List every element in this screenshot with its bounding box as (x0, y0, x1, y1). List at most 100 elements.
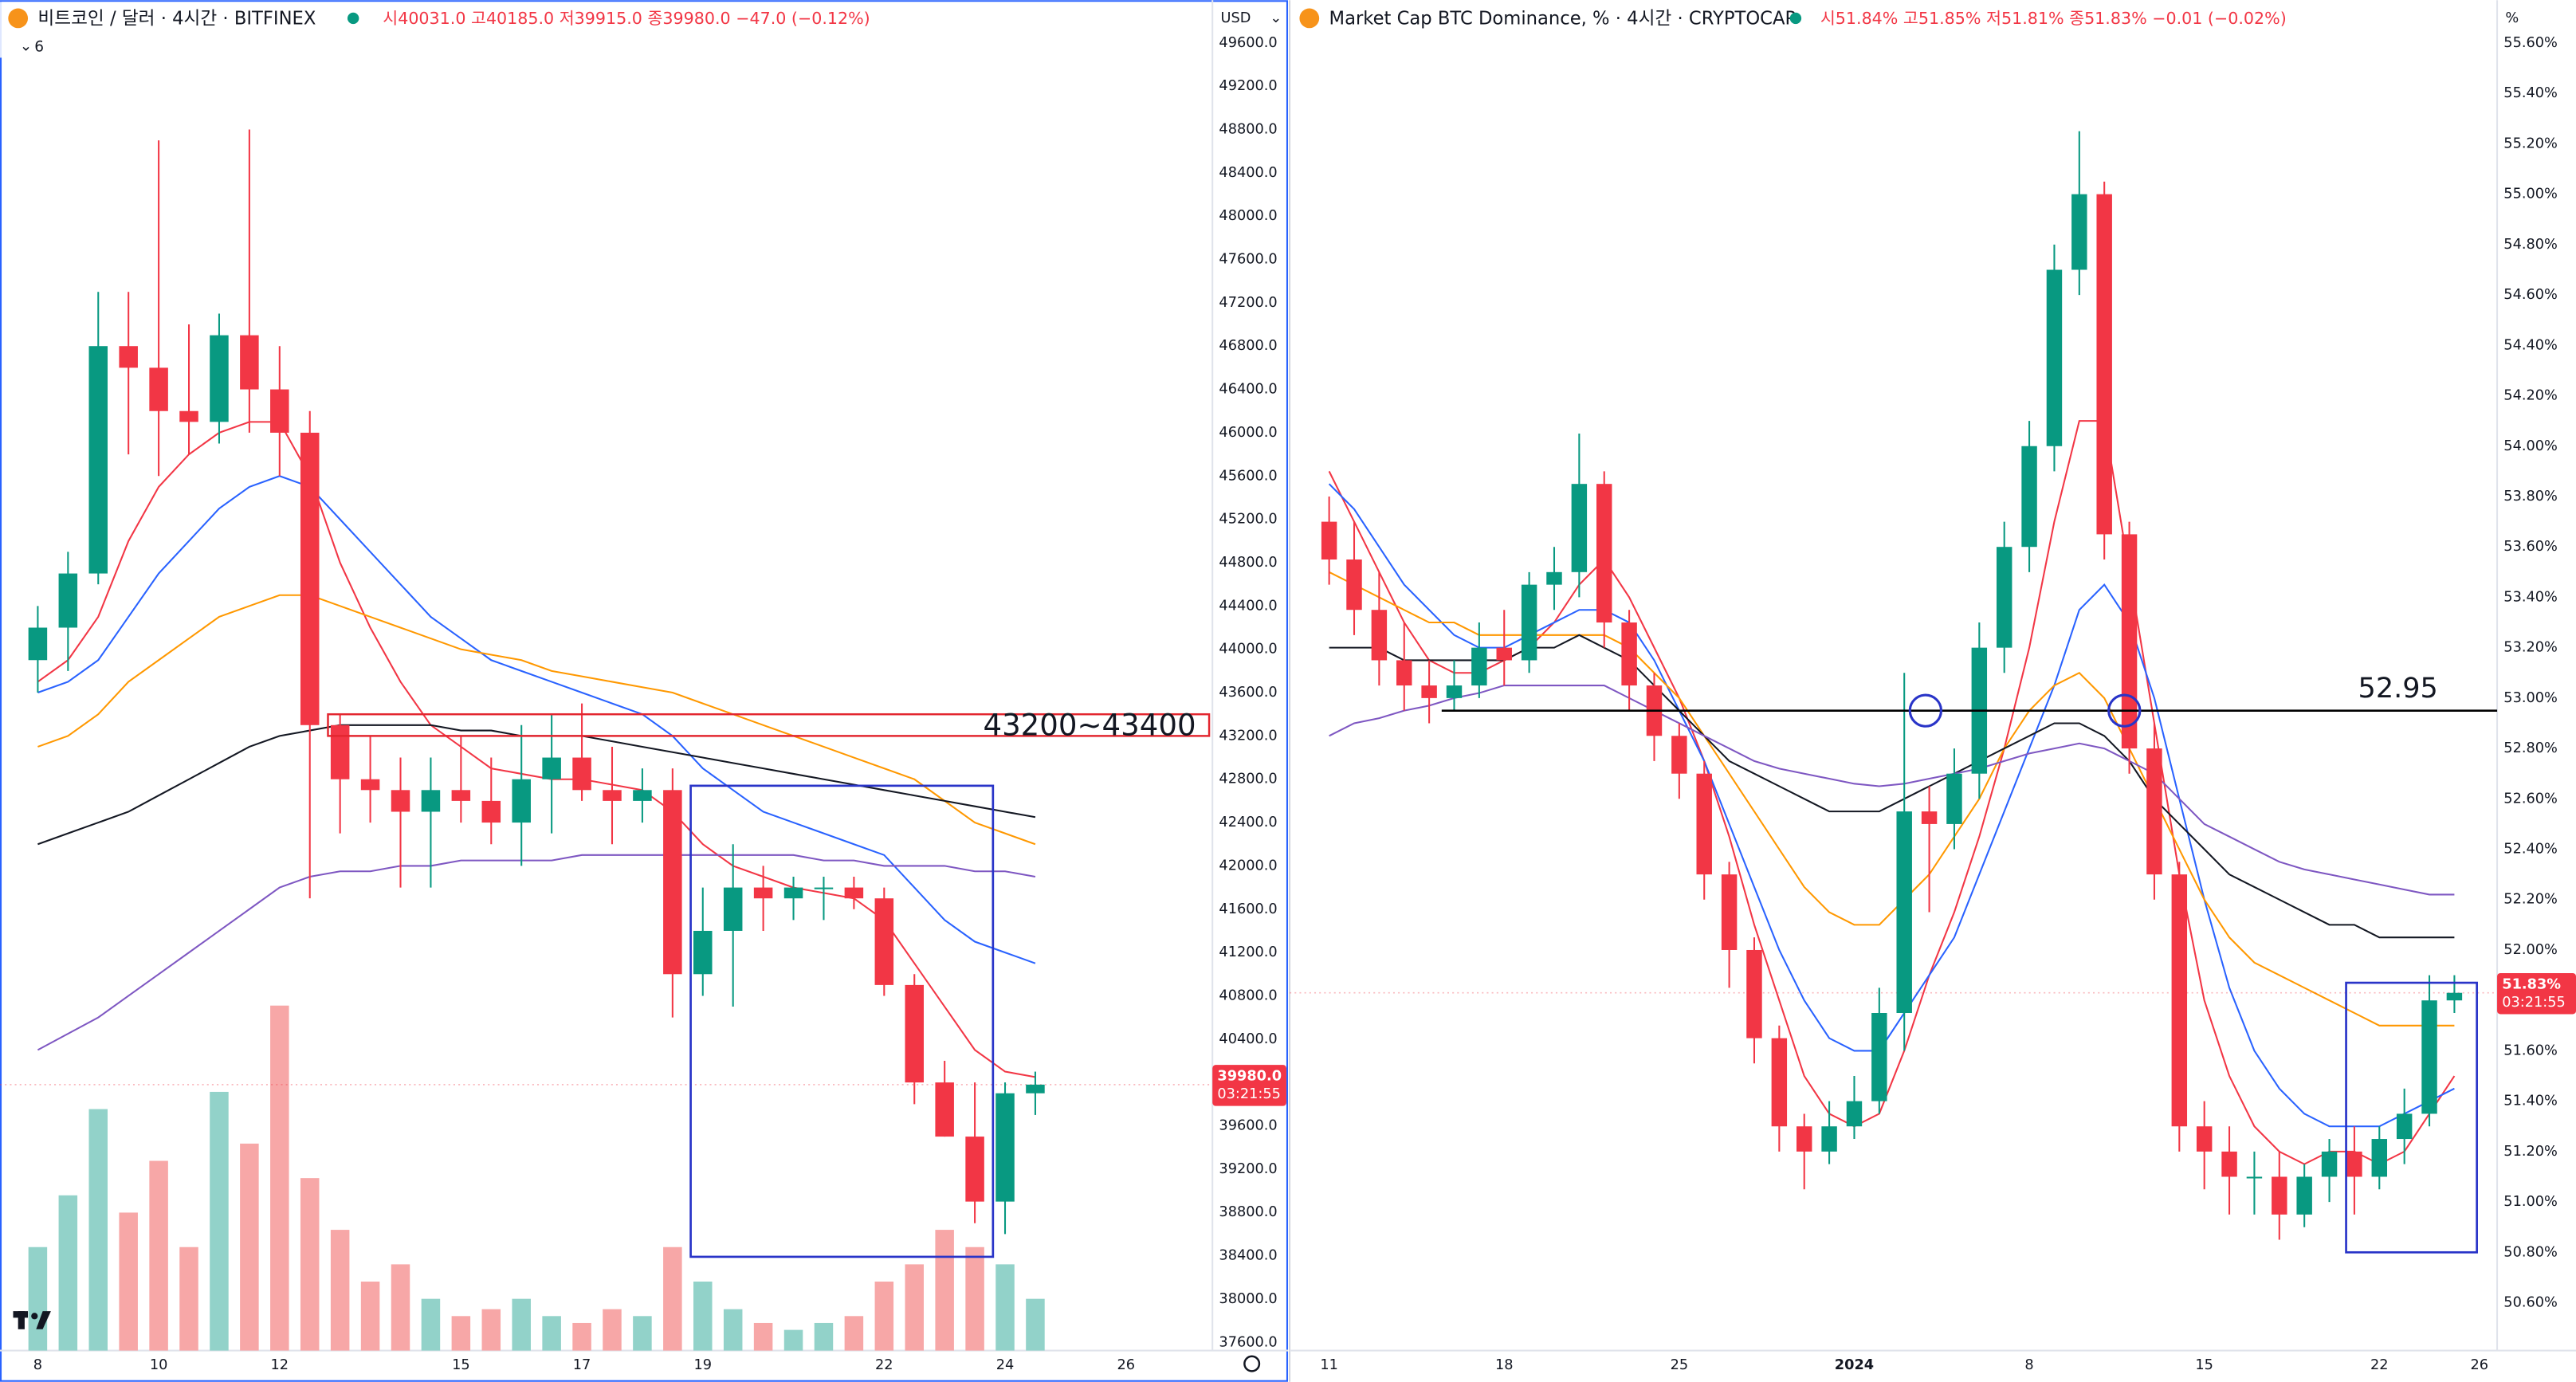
candle-body (1746, 949, 1762, 1038)
chart-0: 37600.0 38000.0 38400.0 38800.0 39200.0 39600… (0, 35, 1286, 1373)
candle-body (391, 790, 410, 812)
x-tick-label: 15 (452, 1357, 470, 1373)
candle-body (360, 779, 380, 791)
candle-body (88, 346, 108, 574)
volume-bar (58, 1195, 78, 1351)
market-status[interactable] (1789, 12, 1802, 25)
y-tick-label: 42400.0 (1219, 815, 1277, 830)
y-tick-label: 52.80% (2503, 740, 2558, 756)
y-tick-label: 52.60% (2503, 791, 2558, 807)
y-tick-label: 54.80% (2503, 237, 2558, 253)
y-tick-label: 37600.0 (1219, 1334, 1277, 1350)
volume-bar (300, 1178, 320, 1351)
y-tick-label: 51.20% (2503, 1144, 2558, 1160)
candle-body (1571, 484, 1588, 572)
currency-unit[interactable]: USD (1220, 10, 1251, 26)
x-tick-label: 2024 (1835, 1357, 1874, 1373)
y-tick-label: 41200.0 (1219, 944, 1277, 960)
volume-bar (844, 1316, 864, 1351)
candle-body (1871, 1013, 1887, 1101)
volume-bar (572, 1322, 591, 1351)
volume-bar (633, 1316, 652, 1351)
y-tick-label: 48400.0 (1219, 165, 1277, 181)
x-tick-label: 22 (2370, 1357, 2389, 1373)
volume-bar (905, 1264, 924, 1351)
volume-bar (119, 1212, 138, 1351)
candle-body (814, 887, 834, 889)
countdown-label: 03:21:55 (2502, 995, 2566, 1011)
candle-body (693, 930, 713, 975)
candle-body (1921, 811, 1938, 824)
volume-bar (753, 1322, 773, 1351)
candle-body (28, 627, 48, 661)
y-tick-label: 46000.0 (1219, 425, 1277, 441)
y-tick-label: 38400.0 (1219, 1248, 1277, 1264)
settings-icon[interactable] (1243, 1355, 1261, 1372)
y-tick-label: 55.20% (2503, 135, 2558, 151)
candle-body (421, 790, 441, 812)
candle-body (1771, 1038, 1788, 1127)
axis-unit[interactable]: % (2505, 10, 2519, 26)
x-tick-label: 10 (150, 1357, 168, 1373)
y-tick-label: 54.40% (2503, 337, 2558, 353)
x-tick-label: 8 (2024, 1357, 2033, 1373)
symbol-icon[interactable] (1299, 8, 1320, 29)
logo-part (31, 1313, 38, 1320)
zone-label: 43200~43400 (983, 708, 1196, 742)
currency-dropdown[interactable]: ⌄ (1270, 10, 1282, 26)
symbol-icon[interactable] (8, 8, 29, 29)
volume-bar (723, 1309, 743, 1351)
y-tick-label: 49600.0 (1219, 35, 1277, 51)
candle-body (2121, 534, 2138, 749)
moving-average (37, 594, 1036, 846)
volume-bar (874, 1282, 894, 1351)
tradingview-logo[interactable] (13, 1311, 51, 1329)
y-tick-label: 44400.0 (1219, 598, 1277, 614)
volume-bar (360, 1282, 380, 1351)
candle-body (1821, 1126, 1837, 1152)
level-label: 52.95 (2358, 672, 2438, 705)
moving-average (37, 475, 1036, 964)
candle-body (2346, 1151, 2362, 1177)
volume-bar (814, 1322, 834, 1351)
volume-bar (481, 1309, 501, 1351)
indicators-toggle[interactable]: ⌄ (20, 37, 33, 54)
candle-body (1996, 547, 2012, 648)
price-tag-label: 39980.0 (1217, 1069, 1282, 1085)
candle-body (481, 800, 501, 823)
candle-body (1421, 685, 1437, 698)
candle-body (965, 1137, 984, 1202)
y-tick-label: 48000.0 (1219, 208, 1277, 224)
volume-bar (663, 1247, 682, 1351)
x-tick-label: 11 (1320, 1357, 1338, 1373)
candle-body (783, 887, 803, 899)
candle-body (2221, 1151, 2237, 1177)
volume-bar (965, 1247, 984, 1351)
candle-body (1546, 571, 1562, 585)
volume-bar (179, 1247, 198, 1351)
candle-body (330, 724, 350, 779)
candle-body (58, 573, 78, 628)
volume-bar (693, 1282, 713, 1351)
volume-bar (603, 1309, 622, 1351)
market-status[interactable] (347, 12, 359, 25)
y-tick-label: 51.40% (2503, 1093, 2558, 1109)
indicator-count[interactable]: 6 (34, 38, 44, 55)
y-tick-label: 55.40% (2503, 85, 2558, 101)
y-tick-label: 39200.0 (1219, 1161, 1277, 1177)
volume-bar (330, 1230, 350, 1351)
candle-body (1721, 874, 1738, 950)
y-tick-label: 50.80% (2503, 1244, 2558, 1260)
price-tag-label: 51.83% (2502, 976, 2561, 992)
symbol-title[interactable]: Market Cap BTC Dominance, % · 4시간 · CRYP… (1329, 8, 1797, 29)
symbol-title[interactable]: 비트코인 / 달러 · 4시간 · BITFINEX (37, 8, 316, 29)
y-tick-label: 51.00% (2503, 1194, 2558, 1210)
highlight-box (689, 784, 995, 1258)
volume-bar (28, 1247, 48, 1351)
candle-body (2446, 992, 2463, 1001)
candle-body (1696, 773, 1712, 875)
candle-body (633, 790, 652, 801)
candle-body (1596, 484, 1612, 623)
candle-body (1671, 736, 1687, 774)
